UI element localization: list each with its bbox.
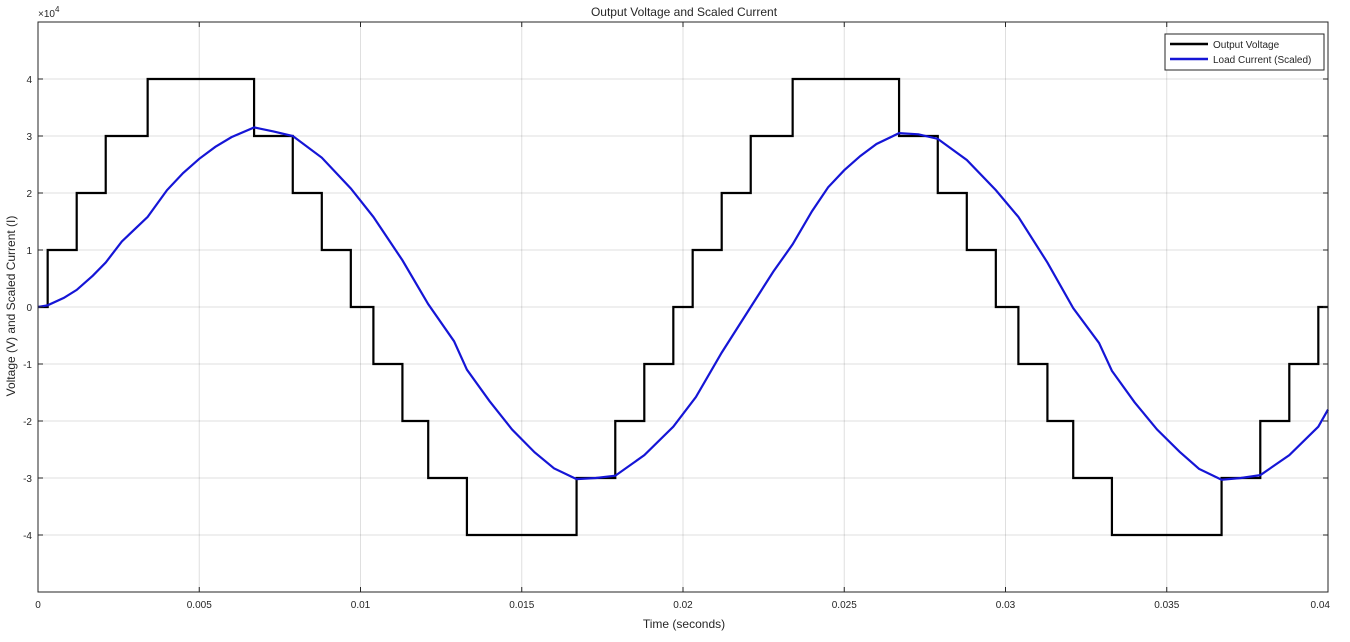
x-tick-label: 0.01 — [351, 600, 371, 611]
series-layer — [37, 77, 1329, 537]
y-tick-label: -3 — [23, 474, 32, 485]
x-tick-label: 0.03 — [996, 600, 1016, 611]
y-exponent-label: ×104 — [38, 5, 60, 20]
series-load-current — [37, 126, 1329, 481]
series-output-voltage — [38, 77, 1328, 537]
x-tick-label: 0.02 — [673, 600, 693, 611]
legend-box — [1164, 33, 1325, 71]
legend-label-load-current: Load Current (Scaled) — [1213, 55, 1311, 66]
x-tick-label: 0 — [35, 600, 41, 611]
y-tick-label: 4 — [26, 75, 32, 86]
y-exponent-power: 4 — [55, 5, 60, 14]
x-tick-label: 0.015 — [509, 600, 534, 611]
x-tick-label: 0.035 — [1154, 600, 1179, 611]
chart-title: Output Voltage and Scaled Current — [591, 5, 778, 19]
y-axis-label: Voltage (V) and Scaled Current (I) — [4, 216, 18, 397]
x-axis-label: Time (seconds) — [643, 617, 725, 631]
y-tick-label: 1 — [26, 246, 32, 257]
y-tick-label: 0 — [26, 303, 32, 314]
x-tick-label: 0.025 — [832, 600, 857, 611]
y-tick-label: 2 — [26, 189, 32, 200]
ticks: 0 0.005 0.01 0.015 0.02 0.025 0.03 0.035 0.04 -4 -… — [23, 22, 1330, 611]
y-tick-label: -1 — [23, 360, 32, 371]
y-tick-label: 3 — [26, 132, 32, 143]
legend-label-output-voltage: Output Voltage — [1213, 40, 1280, 51]
y-tick-label: -4 — [23, 531, 32, 542]
x-tick-label: 0.005 — [187, 600, 212, 611]
x-tick-label: 0.04 — [1311, 600, 1331, 611]
y-tick-label: -2 — [23, 417, 32, 428]
y-exponent-base: ×10 — [38, 9, 55, 20]
legend: Output Voltage Load Current (Scaled) — [1164, 33, 1325, 71]
